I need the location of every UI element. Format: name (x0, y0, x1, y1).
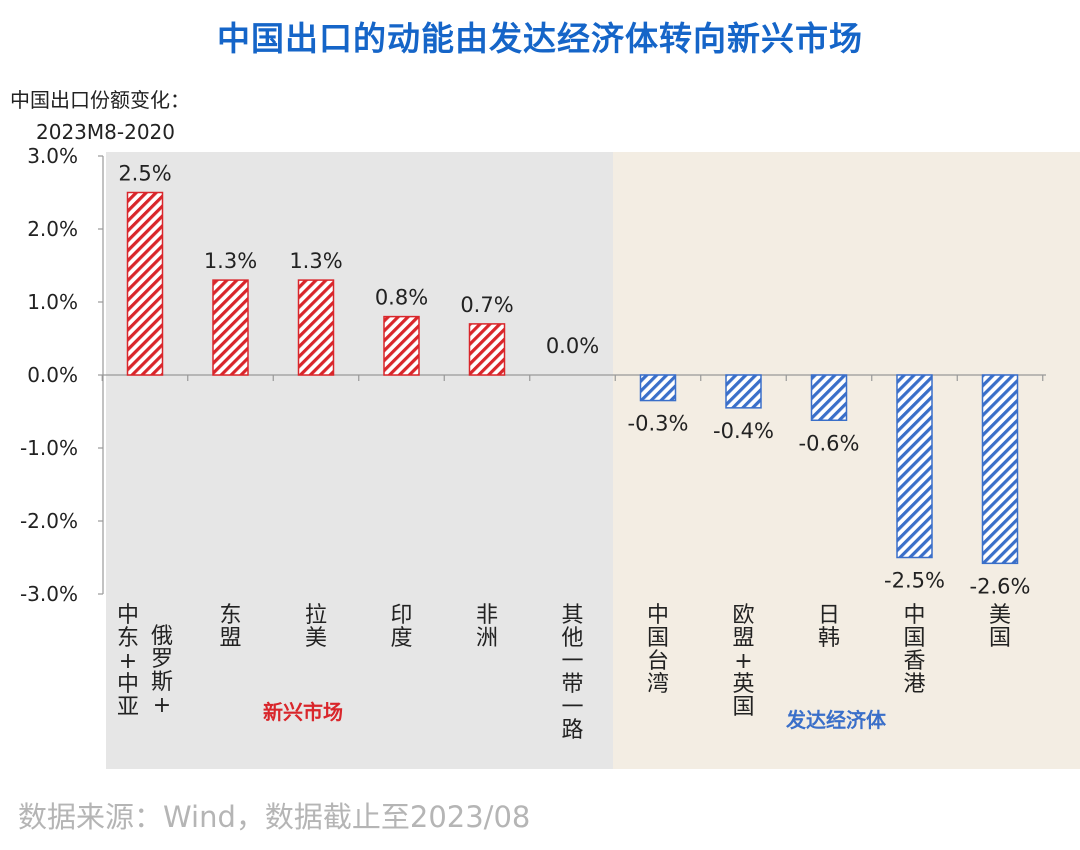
value-label-6: -0.3% (628, 412, 689, 436)
bar-6 (639, 374, 677, 402)
chart-title: 中国出口的动能由发达经济体转向新兴市场 (217, 19, 863, 58)
value-label-2: 1.3% (289, 249, 342, 273)
bar-0 (126, 191, 164, 376)
category-label-1: 东盟 (219, 603, 241, 651)
value-label-10: -2.6% (970, 574, 1031, 598)
bar-3 (383, 315, 420, 376)
y-axis-label-line-2: 2023M8-2020 (36, 120, 175, 144)
value-label-4: 0.7% (460, 293, 513, 317)
value-label-5: 0.0% (546, 334, 599, 358)
y-tick-label: -3.0% (20, 582, 78, 606)
value-label-1: 1.3% (204, 249, 257, 273)
bar-8 (810, 374, 848, 422)
category-label-3: 印度 (390, 603, 412, 651)
category-label-9: 中国香港 (903, 603, 925, 697)
category-label-4: 非洲 (476, 603, 498, 651)
bar-10 (981, 374, 1019, 565)
bar-1 (212, 279, 249, 376)
bar-9 (896, 374, 933, 559)
category-label-0-col-1: 俄罗斯+ (151, 624, 173, 718)
category-label-8: 日韩 (818, 603, 840, 651)
y-tick-label: -1.0% (20, 436, 78, 460)
category-label-0-col-0: 中东+中亚 (117, 603, 139, 720)
y-tick-label: 2.0% (27, 217, 78, 241)
category-label-10: 美国 (989, 603, 1011, 651)
category-label-6: 中国台湾 (647, 603, 669, 697)
y-tick-label: 1.0% (27, 290, 78, 314)
value-label-0: 2.5% (118, 162, 171, 186)
group-label-developed: 发达经济体 (785, 708, 887, 732)
y-tick-label: 3.0% (27, 144, 78, 168)
category-label-5: 其他一带一路 (561, 603, 583, 743)
group-label-emerging: 新兴市场 (263, 700, 343, 724)
y-axis-label-line-1: 中国出口份额变化： (10, 88, 190, 112)
bar-7 (725, 374, 762, 409)
value-label-3: 0.8% (375, 286, 428, 310)
y-tick-label: 0.0% (27, 363, 78, 387)
value-label-7: -0.4% (713, 419, 774, 443)
y-tick-label: -2.0% (20, 509, 78, 533)
value-label-9: -2.5% (884, 569, 945, 593)
value-label-8: -0.6% (799, 431, 860, 455)
emerging-markets-background (106, 152, 613, 769)
category-label-7: 欧盟+英国 (732, 603, 754, 720)
category-label-2: 拉美 (305, 603, 327, 651)
bar-2 (297, 279, 335, 376)
bar-4 (468, 323, 506, 376)
data-source-note: 数据来源：Wind，数据截止至2023/08 (18, 800, 531, 834)
